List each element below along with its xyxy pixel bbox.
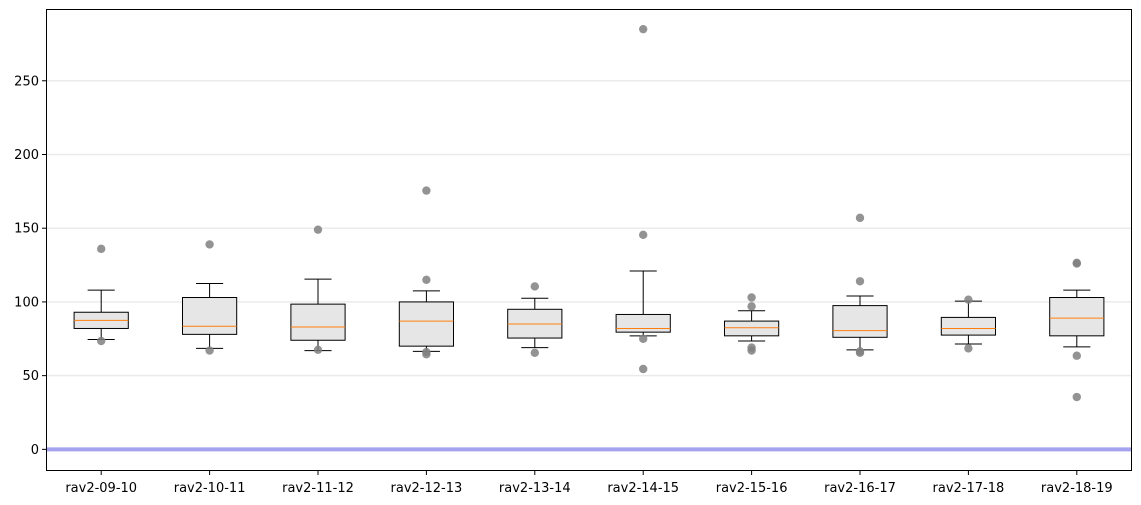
box-body	[1049, 297, 1105, 337]
outlier-point	[964, 344, 973, 353]
y-tick-label: 0	[31, 443, 39, 458]
x-tick-label: rav2-09-10	[65, 481, 137, 496]
x-tick-label: rav2-15-16	[716, 481, 788, 496]
x-tick-label: rav2-10-11	[174, 481, 246, 496]
box-body	[832, 305, 888, 338]
x-tick-label: rav2-14-15	[607, 481, 679, 496]
box-rav2-09-10	[73, 289, 129, 341]
outlier-point	[205, 346, 214, 355]
box-body	[724, 320, 780, 337]
y-tick-label: 100	[14, 295, 39, 310]
box-rav2-13-14	[507, 297, 563, 349]
outlier-point	[422, 350, 431, 359]
box-rav2-15-16	[724, 310, 780, 342]
box-rav2-18-19	[1049, 289, 1105, 348]
x-axis: rav2-09-10 rav2-10-11 rav2-11-12 rav2-12-13…	[65, 470, 1113, 496]
box-rav2-12-13	[398, 290, 454, 352]
x-tick-label: rav2-16-17	[824, 481, 896, 496]
y-tick-label: 50	[22, 369, 39, 384]
outlier-point	[530, 282, 539, 291]
x-tick-label: rav2-13-14	[499, 481, 571, 496]
outlier-point	[1072, 392, 1082, 402]
box-rav2-11-12	[290, 278, 346, 352]
outlier-point	[639, 24, 648, 34]
y-axis: 0 50 100 150 200 250	[14, 74, 47, 458]
outlier-point	[97, 244, 106, 254]
outlier-point	[855, 277, 865, 286]
outlier-point	[530, 348, 539, 357]
plot-frame	[46, 9, 1132, 471]
outlier-point	[422, 275, 431, 285]
y-tick-label: 200	[14, 148, 39, 163]
outlier-point	[205, 240, 214, 249]
y-tick-label: 150	[14, 222, 39, 237]
boxes-layer	[73, 270, 1105, 352]
outlier-point	[747, 293, 756, 302]
outlier-point	[313, 345, 323, 355]
outlier-point	[639, 334, 648, 343]
outlier-point	[313, 225, 323, 234]
outlier-point	[747, 346, 756, 355]
box-rav2-16-17	[832, 295, 888, 351]
outlier-point	[1072, 258, 1082, 268]
box-body	[940, 316, 996, 336]
outlier-point	[97, 336, 106, 346]
box-rav2-17-18	[940, 300, 996, 345]
x-tick-label: rav2-12-13	[391, 481, 463, 496]
x-tick-label: rav2-18-19	[1041, 481, 1113, 496]
x-tick-label: rav2-17-18	[933, 481, 1005, 496]
y-tick-label: 250	[14, 74, 39, 89]
outlier-point	[855, 348, 865, 357]
outlier-point	[422, 186, 431, 195]
box-body	[290, 303, 346, 341]
x-tick-label: rav2-11-12	[282, 481, 354, 496]
box-rav2-14-15	[615, 270, 671, 337]
outlier-point	[747, 302, 756, 311]
fliers-layer	[97, 24, 1082, 402]
box-body	[182, 297, 238, 335]
outlier-point	[1072, 351, 1082, 360]
outlier-point	[639, 230, 648, 240]
box-body	[398, 301, 454, 347]
outlier-point	[964, 295, 973, 304]
box-body	[615, 313, 671, 333]
box-rav2-10-11	[182, 282, 238, 349]
outlier-point	[855, 213, 865, 223]
outlier-point	[639, 364, 648, 374]
